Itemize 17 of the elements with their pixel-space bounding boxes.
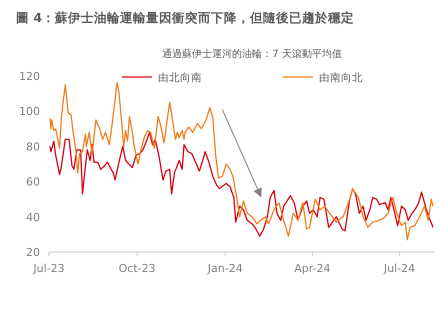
y-tick-label: 60: [26, 176, 40, 189]
y-tick-label: 100: [19, 105, 40, 118]
legend-title: 通過蘇伊士運河的油輪：7 天滾動平均值: [162, 48, 342, 60]
x-tick-label: Oct-23: [118, 262, 156, 275]
legend-label: 由南向北: [319, 71, 363, 84]
y-tick-label: 40: [26, 210, 40, 224]
y-tick-label: 20: [26, 246, 40, 259]
x-tick-label: Jan-24: [206, 262, 243, 275]
legend-label: 由北向南: [158, 71, 202, 84]
x-tick-label: Jul-23: [32, 262, 65, 275]
line-series: [49, 132, 434, 237]
y-tick-label: 80: [26, 140, 40, 154]
line-series: [49, 82, 434, 240]
x-tick-label: Jul-24: [382, 262, 416, 275]
chart-title: 圖 4：蘇伊士油輪運輸量因衝突而下降，但隨後已趨於穩定: [16, 10, 354, 25]
x-tick-label: Apr-24: [294, 262, 331, 275]
y-tick-label: 120: [19, 70, 40, 83]
